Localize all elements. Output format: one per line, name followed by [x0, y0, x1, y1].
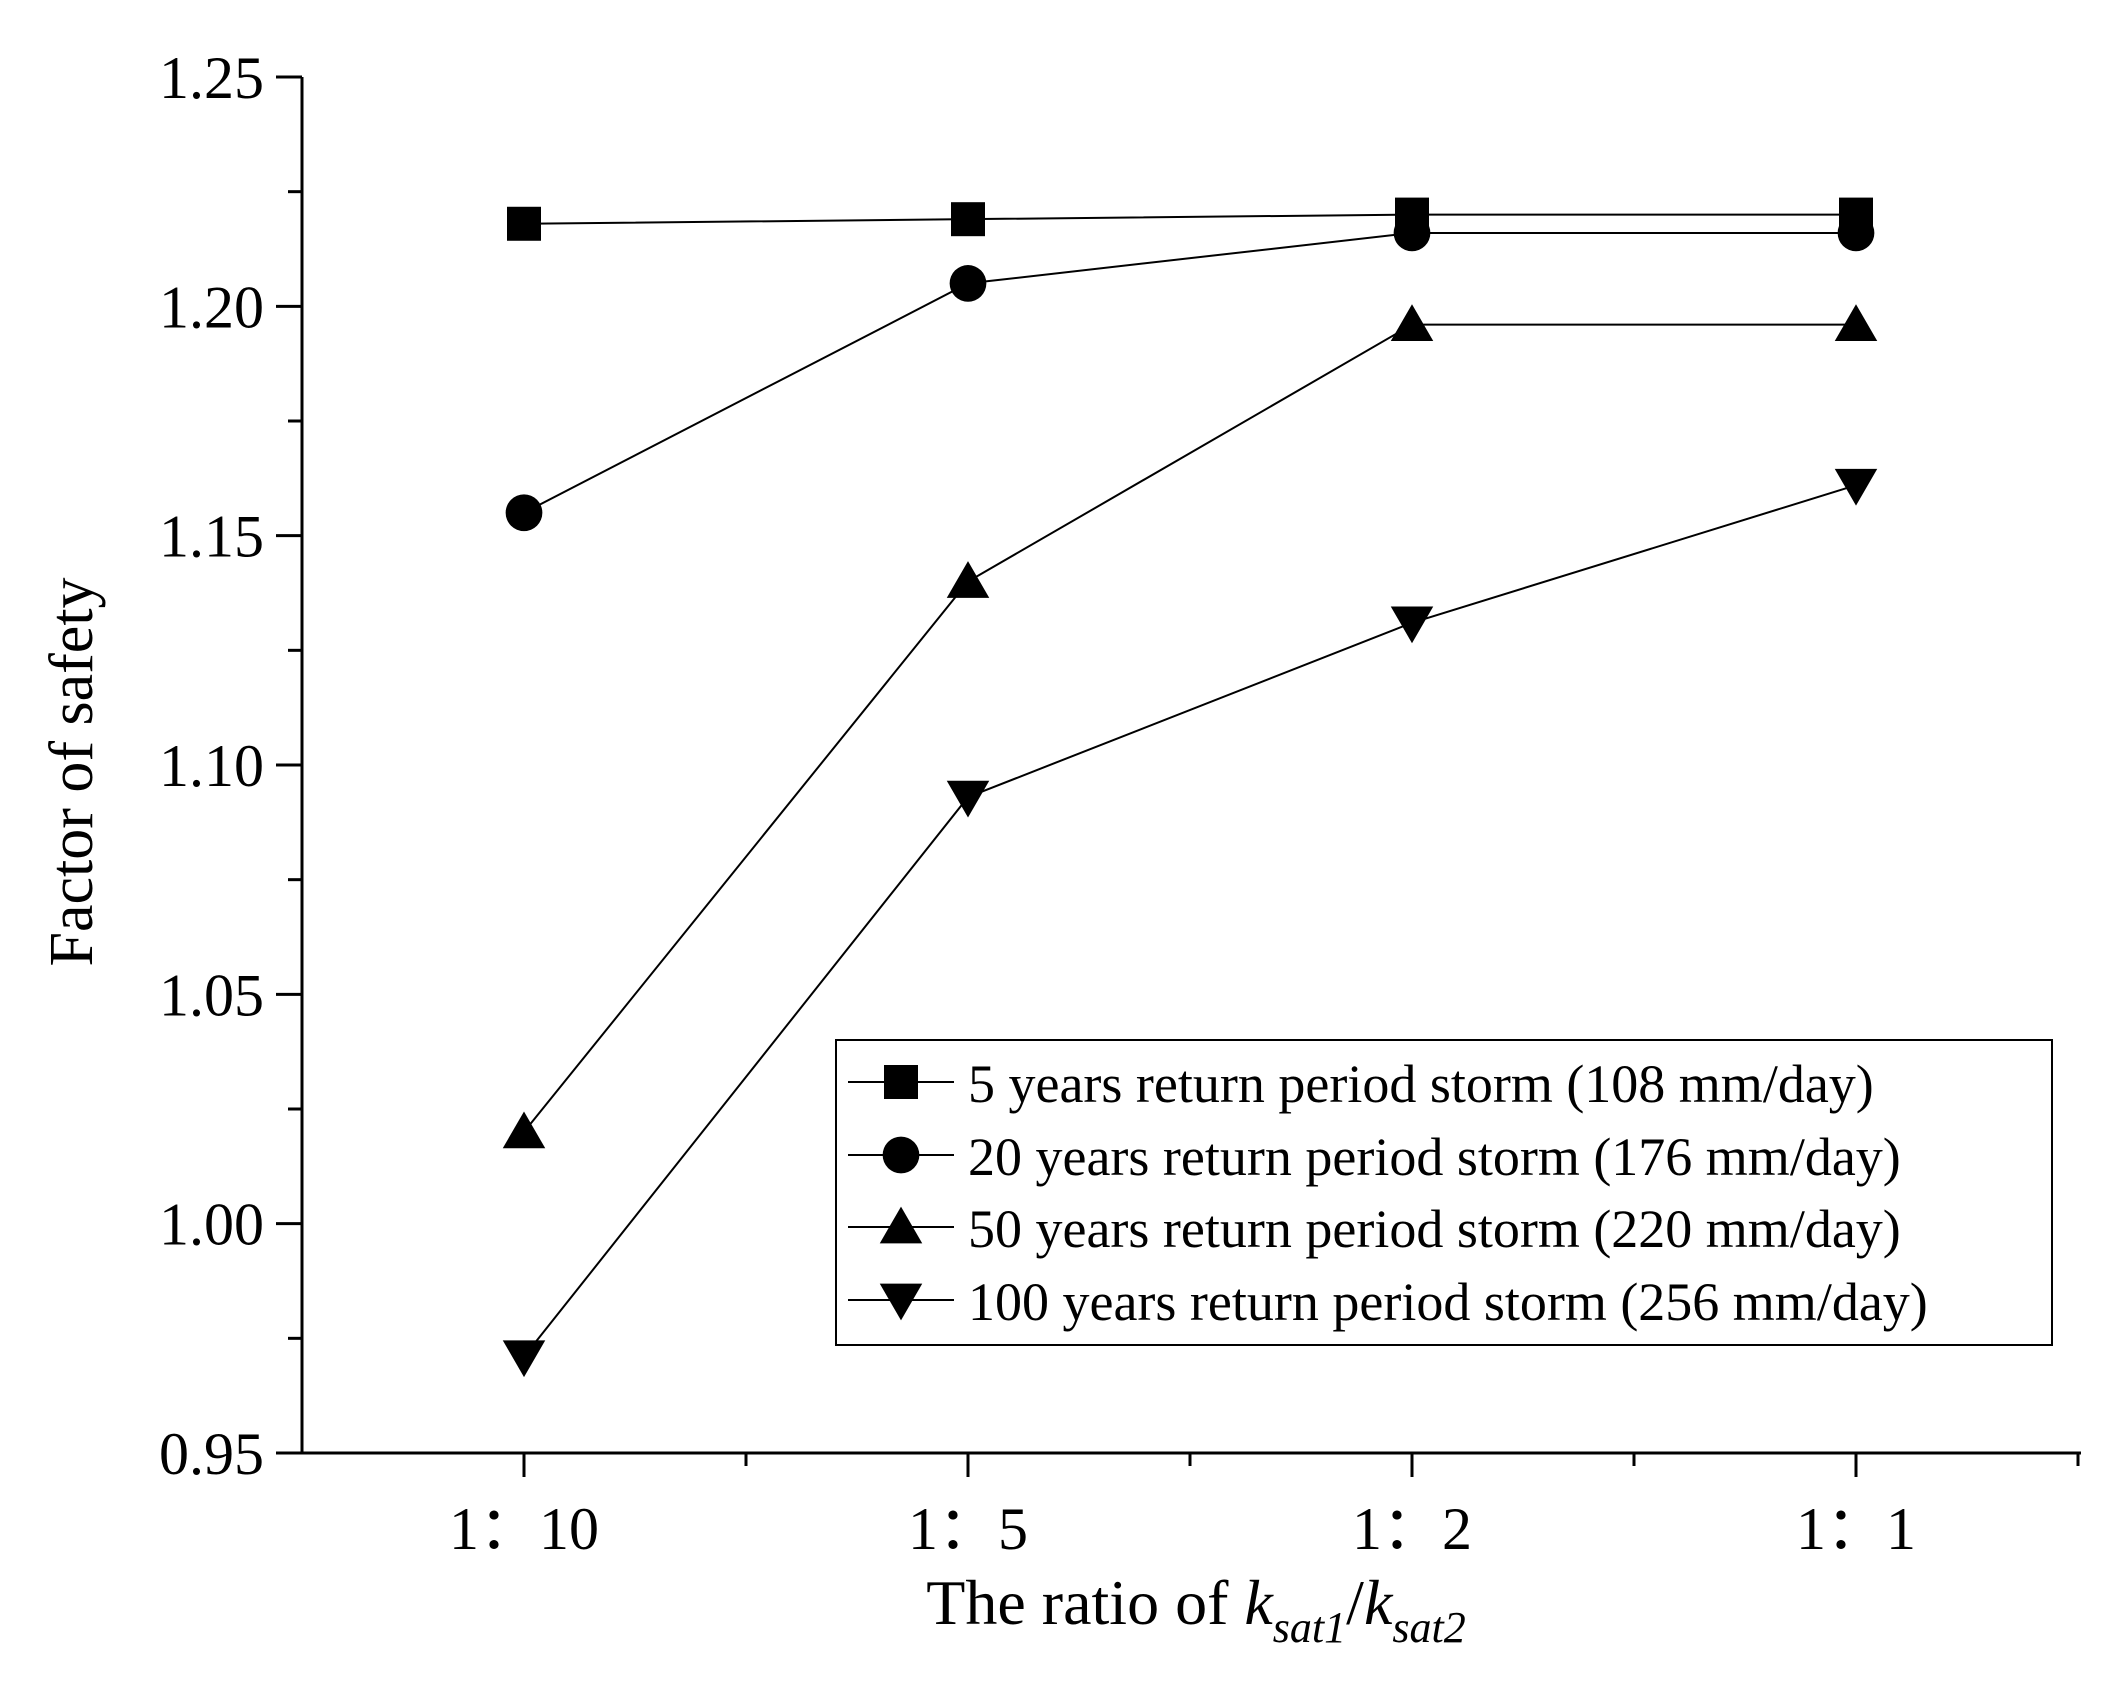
x-axis-label-sub1: sat1 [1273, 1603, 1346, 1652]
data-point [1837, 214, 1875, 252]
x-axis-label-var2: k [1364, 1567, 1394, 1638]
y-tick-label: 1.10 [159, 733, 264, 799]
y-tick-label: 1.00 [159, 1192, 264, 1258]
series-3 [502, 304, 1878, 1149]
data-point [951, 202, 985, 237]
x-axis-label-prefix: The ratio of [926, 1567, 1244, 1638]
legend-label: 5 years return period storm (108 mm/day) [968, 1054, 1874, 1114]
legend-entry: 20 years return period storm (176 mm/day… [848, 1127, 1901, 1187]
legend-box [835, 1039, 2053, 1346]
series-1 [507, 197, 1873, 241]
axes: 0.95 1.00 1.05 1.10 1.15 1.20 1.25 1：10 1：5 1：2 1：… [159, 45, 2081, 1562]
y-tick-label: 1.20 [159, 274, 264, 340]
legend-marker [879, 1206, 923, 1244]
series-line [523, 484, 1857, 1358]
x-axis-label-sub2: sat2 [1392, 1603, 1465, 1652]
y-axis-label: Factor of safety [38, 577, 106, 966]
legend-marker [882, 1136, 920, 1174]
x-axis-label-var1: k [1244, 1567, 1274, 1638]
series-line [523, 231, 1856, 514]
data-point [946, 780, 990, 818]
data-point [502, 1111, 546, 1149]
x-tick-label: 1：10 [449, 1496, 599, 1562]
series-line [523, 323, 1856, 1133]
data-point [502, 1340, 546, 1378]
series-2 [505, 214, 1875, 532]
data-point [1834, 304, 1878, 341]
x-tick-label: 1：1 [1796, 1496, 1916, 1562]
y-tick-label: 0.95 [159, 1421, 264, 1487]
y-tick-label: 1.05 [159, 962, 264, 1028]
data-point [946, 561, 990, 598]
data-point [1393, 214, 1431, 252]
data-point [507, 206, 541, 241]
y-tick-label: 1.15 [159, 504, 264, 570]
legend-entry: 50 years return period storm (220 mm/day… [848, 1199, 1901, 1259]
x-axis-label: The ratio of ksat1/ksat2 [926, 1567, 1465, 1652]
series-group [502, 197, 1878, 1378]
data-point [1390, 304, 1434, 341]
legend-marker [884, 1065, 918, 1099]
y-tick-label: 1.25 [159, 45, 264, 111]
legend-marker [879, 1283, 923, 1321]
x-tick-label: 1：5 [908, 1496, 1028, 1562]
legend-entry: 100 years return period storm (256 mm/da… [848, 1272, 1928, 1332]
data-point [949, 265, 987, 302]
legend: 5 years return period storm (108 mm/day)… [835, 1039, 2053, 1346]
legend-label: 100 years return period storm (256 mm/da… [968, 1272, 1928, 1332]
data-point [1390, 606, 1434, 644]
series-4 [502, 468, 1878, 1378]
legend-entry: 5 years return period storm (108 mm/day) [848, 1054, 1874, 1114]
x-tick-label: 1：2 [1352, 1496, 1472, 1562]
data-point [1834, 468, 1878, 506]
x-axis-label-slash: / [1346, 1567, 1364, 1638]
series-line [523, 213, 1856, 225]
legend-label: 50 years return period storm (220 mm/day… [968, 1199, 1901, 1259]
legend-label: 20 years return period storm (176 mm/day… [968, 1127, 1901, 1187]
data-point [505, 494, 543, 532]
